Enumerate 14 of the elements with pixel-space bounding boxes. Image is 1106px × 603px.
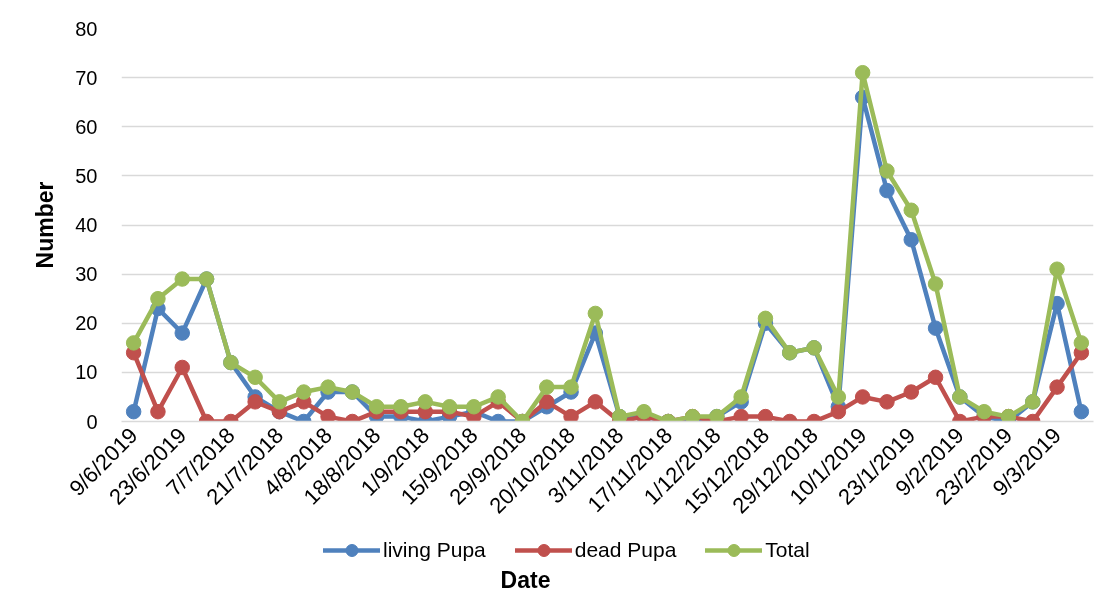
y-tick-label: 50 [75, 164, 98, 187]
legend-label: Total [765, 538, 810, 562]
y-tick-label: 70 [75, 66, 98, 89]
y-axis-title: Number [32, 181, 59, 269]
y-tick-label: 20 [75, 312, 98, 335]
legend-label: living Pupa [383, 538, 486, 562]
legend-label: dead Pupa [574, 538, 677, 562]
y-tick-label: 10 [75, 361, 98, 384]
y-tick-label: 30 [75, 263, 98, 286]
y-tick-label: 0 [86, 410, 98, 433]
y-tick-label: 40 [75, 214, 98, 236]
x-axis-title: Date [500, 566, 551, 593]
y-tick-label: 60 [75, 115, 98, 138]
y-tick-label: 80 [75, 17, 98, 40]
